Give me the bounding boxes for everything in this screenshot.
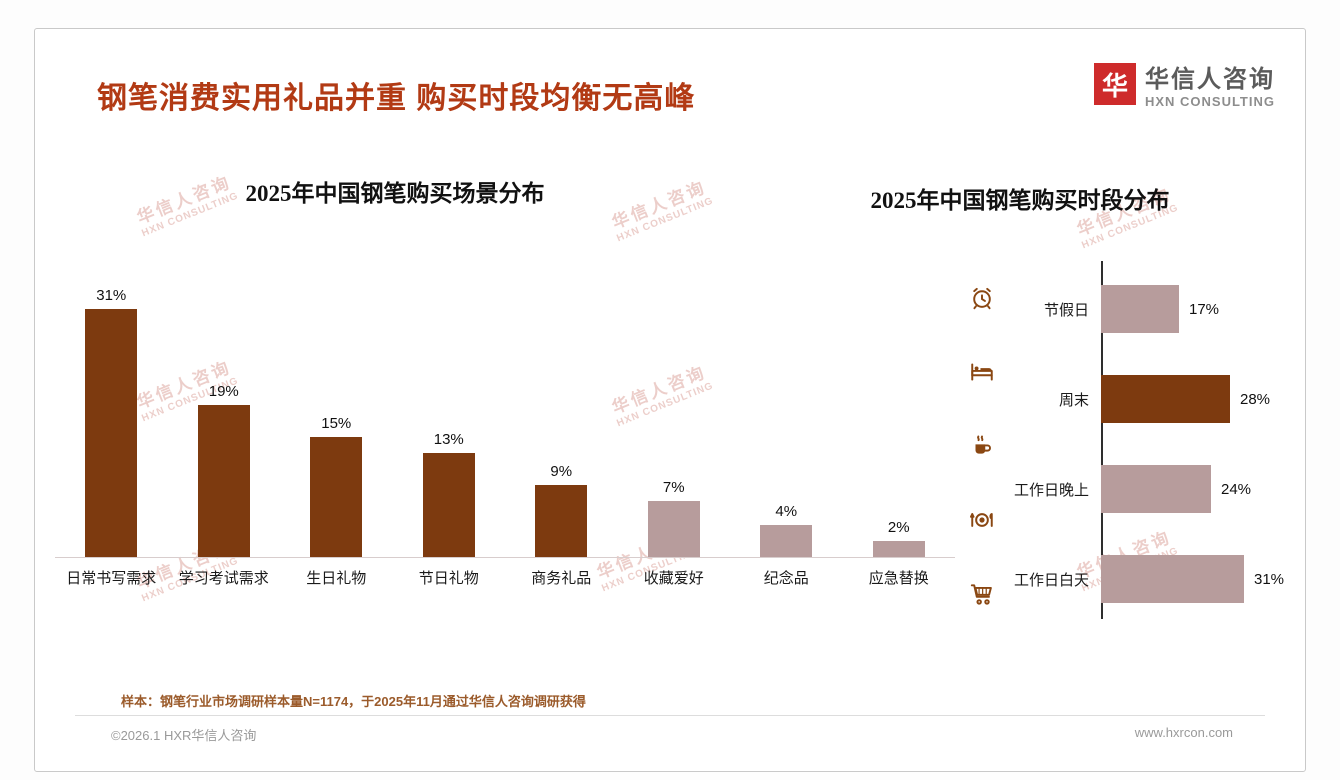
scene-bar <box>647 501 700 557</box>
time-category-label: 周末 <box>1058 391 1089 409</box>
time-bar-row: 工作日白天 31% <box>1006 534 1305 624</box>
alarm-clock-icon <box>973 287 991 310</box>
time-bar <box>1101 555 1244 603</box>
scene-category-label: 纪念品 <box>763 570 809 587</box>
scene-category-label: 收藏爱好 <box>643 570 704 587</box>
scene-bar <box>310 437 363 557</box>
scene-bar-value: 13% <box>433 431 464 448</box>
scene-category-label: 日常书写需求 <box>66 570 157 587</box>
company-logo: 华 华信人咨询 HXN CONSULTING <box>1093 59 1275 109</box>
footer-divider <box>75 715 1265 716</box>
scene-bar-value: 7% <box>662 479 685 496</box>
scene-bar-value: 2% <box>887 519 910 536</box>
scene-bar <box>422 453 475 557</box>
purchase-time-chart: 节假日 17% 周末 28% 工作日晚上 24% 工作日白天 31% <box>960 259 1305 621</box>
time-category-label: 节假日 <box>1043 301 1089 319</box>
scene-bar-value: 15% <box>321 415 352 432</box>
scene-category-label: 学习考试需求 <box>178 570 269 587</box>
logo-name-en: HXN CONSULTING <box>1144 94 1275 109</box>
scene-bar-value: 4% <box>775 503 798 520</box>
scene-bar <box>85 309 138 557</box>
scene-bar <box>197 405 250 557</box>
time-bar-value: 17% <box>1189 300 1220 318</box>
scene-category-label: 节日礼物 <box>418 570 479 587</box>
scene-chart-title: 2025年中国钢笔购买场景分布 <box>245 181 545 206</box>
time-bar-row: 周末 28% <box>1006 354 1305 444</box>
time-bar-row: 工作日晚上 24% <box>1006 444 1305 534</box>
time-bar-row: 节假日 17% <box>1006 264 1305 354</box>
scene-bar-value: 9% <box>550 463 573 480</box>
footer-website[interactable]: www.hxrcon.com <box>1134 725 1233 740</box>
dining-plate-icon <box>969 513 993 527</box>
time-bar-value: 31% <box>1254 570 1285 588</box>
scene-x-axis <box>55 557 955 558</box>
page-title: 钢笔消费实用礼品并重 购买时段均衡无高峰 <box>97 82 696 115</box>
time-y-axis <box>1101 261 1103 619</box>
scene-bar-group: 4% <box>730 257 843 557</box>
time-category-label: 工作日晚上 <box>1013 481 1089 499</box>
scene-category-label: 应急替换 <box>868 570 929 587</box>
scene-category-label: 生日礼物 <box>306 570 367 587</box>
time-bar <box>1101 465 1211 513</box>
logo-name-cn: 华信人咨询 <box>1144 66 1275 93</box>
logo-mark-icon: 华 <box>1093 63 1136 105</box>
scene-bar-group: 15% <box>280 257 393 557</box>
scene-bar-group: 9% <box>505 257 618 557</box>
scene-bar-group: 31% <box>55 257 168 557</box>
shopping-cart-icon <box>970 584 992 605</box>
scene-bar-group: 2% <box>843 257 956 557</box>
bed-icon <box>971 363 993 381</box>
scene-bar <box>535 485 588 557</box>
scene-bar-group: 13% <box>393 257 506 557</box>
time-bar <box>1101 285 1179 333</box>
scene-bar-value: 31% <box>96 287 127 304</box>
time-bar <box>1101 375 1230 423</box>
scene-category-label: 商务礼品 <box>531 570 592 587</box>
scene-bar <box>760 525 813 557</box>
scene-bar-value: 19% <box>208 383 239 400</box>
time-rows-area: 节假日 17% 周末 28% 工作日晚上 24% 工作日白天 31% <box>1006 264 1305 624</box>
scene-bar <box>872 541 925 557</box>
purchase-scene-chart: 31% 19% 15% 13% 9% 7% 4% 2% 日常书写需求 学习考试需求 生日礼物 节日礼… <box>55 257 955 588</box>
report-slide: 华信人咨询 HXN CONSULTING 华信人咨询 HXN CONSULTIN… <box>34 28 1306 772</box>
sample-footnote: 样本：钢笔行业市场调研样本量N=1174，于2025年11月通过华信人咨询调研获… <box>121 694 586 709</box>
scene-labels-row: 日常书写需求 学习考试需求 生日礼物 节日礼物 商务礼品 收藏爱好 纪念品 应急替换 <box>55 558 955 588</box>
time-bar-value: 28% <box>1240 390 1271 408</box>
scene-bars-area: 31% 19% 15% 13% 9% 7% 4% 2% <box>55 257 955 557</box>
time-category-label: 工作日白天 <box>1013 571 1089 589</box>
time-chart-title: 2025年中国钢笔购买时段分布 <box>870 188 1170 213</box>
footer-copyright: ©2026.1 HXR华信人咨询 <box>111 728 257 743</box>
coffee-cup-icon <box>975 435 991 454</box>
time-bar-value: 24% <box>1221 480 1252 498</box>
time-icons-column <box>962 285 1002 607</box>
scene-bar-group: 7% <box>618 257 731 557</box>
scene-bar-group: 19% <box>168 257 281 557</box>
